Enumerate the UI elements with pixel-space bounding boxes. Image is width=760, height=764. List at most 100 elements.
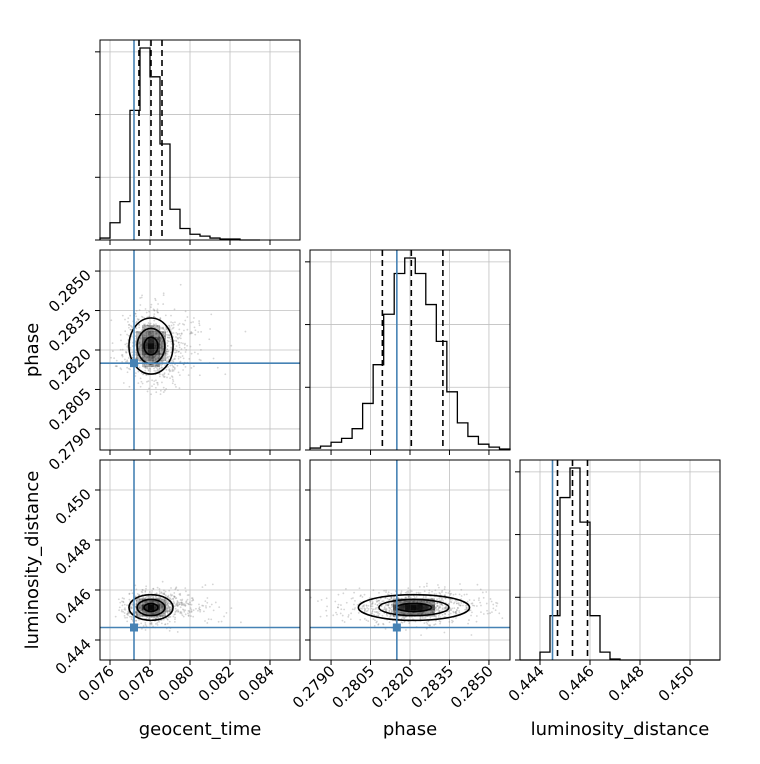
scatter-point	[183, 604, 185, 607]
scatter-point	[177, 589, 179, 592]
x-tick-label: 0.450	[655, 662, 698, 705]
x-axis-label-luminosity-distance: luminosity_distance	[531, 719, 710, 740]
scatter-point	[142, 589, 144, 591]
scatter-point	[126, 345, 129, 348]
scatter-point	[138, 366, 141, 369]
scatter-point	[451, 621, 454, 624]
density-cell	[160, 337, 166, 344]
scatter-point	[144, 629, 147, 631]
scatter-point	[453, 601, 456, 604]
scatter-point	[415, 591, 418, 594]
scatter-point	[166, 618, 169, 620]
scatter-point	[158, 596, 161, 599]
scatter-point	[140, 296, 143, 299]
scatter-point	[160, 347, 163, 350]
scatter-point	[162, 345, 164, 348]
scatter-point	[119, 601, 122, 604]
density-cell	[154, 604, 160, 611]
scatter-point	[160, 345, 163, 348]
scatter-point	[440, 597, 443, 599]
scatter-point	[163, 612, 166, 615]
scatter-point	[173, 595, 176, 598]
scatter-point	[155, 611, 157, 614]
scatter-point	[459, 604, 462, 607]
scatter-point	[174, 597, 177, 600]
scatter-point	[168, 589, 171, 592]
scatter-point	[418, 612, 421, 615]
scatter-point	[375, 600, 378, 603]
scatter-point	[225, 612, 228, 614]
scatter-point	[162, 327, 165, 330]
scatter-point	[145, 585, 148, 588]
scatter-point	[148, 367, 151, 370]
scatter-point	[406, 591, 408, 593]
scatter-point	[431, 590, 433, 593]
scatter-point	[439, 606, 442, 609]
scatter-point	[175, 610, 177, 613]
scatter-point	[129, 314, 132, 317]
scatter-point	[154, 617, 157, 620]
scatter-point	[156, 325, 159, 328]
scatter-point	[138, 605, 141, 608]
scatter-point	[157, 601, 160, 604]
scatter-point	[214, 601, 217, 604]
scatter-point	[336, 613, 338, 616]
scatter-point	[128, 598, 131, 601]
scatter-point	[184, 609, 187, 612]
scatter-point	[134, 312, 137, 315]
scatter-point	[422, 611, 425, 614]
scatter-point	[118, 609, 121, 612]
scatter-point	[149, 322, 152, 325]
scatter-point	[308, 620, 310, 622]
scatter-point	[160, 346, 163, 349]
contour-line	[378, 598, 450, 617]
scatter-point	[159, 603, 162, 606]
scatter-point	[147, 595, 150, 598]
scatter-point	[170, 608, 173, 611]
scatter-point	[485, 591, 488, 593]
scatter-point	[478, 597, 480, 600]
scatter-point	[122, 601, 125, 604]
scatter-point	[145, 625, 148, 628]
scatter-point	[412, 600, 415, 603]
scatter-point	[400, 601, 403, 604]
scatter-point	[155, 332, 158, 335]
scatter-point	[437, 614, 440, 617]
scatter-point	[164, 352, 167, 354]
density-cell	[148, 598, 154, 605]
scatter-point	[401, 621, 404, 624]
scatter-point	[455, 611, 457, 613]
scatter-point	[164, 364, 166, 366]
scatter-point	[436, 604, 439, 607]
scatter-point	[155, 391, 158, 394]
scatter-point	[224, 373, 227, 376]
scatter-point	[161, 343, 163, 346]
scatter-point	[165, 350, 168, 353]
scatter-point	[184, 310, 187, 313]
density-cell	[148, 610, 154, 617]
scatter-point	[161, 349, 163, 352]
scatter-point	[154, 386, 157, 389]
scatter-point	[451, 607, 454, 610]
scatter-point	[147, 595, 150, 598]
scatter-point	[159, 393, 162, 395]
density-cell	[410, 610, 417, 617]
scatter-point	[161, 381, 163, 384]
scatter-point	[144, 611, 147, 613]
scatter-point	[147, 324, 149, 327]
density-cell	[160, 349, 166, 356]
scatter-point	[426, 601, 429, 604]
scatter-point	[201, 604, 204, 607]
scatter-point	[139, 606, 142, 608]
scatter-point	[137, 615, 139, 618]
scatter-point	[136, 614, 138, 617]
scatter-point	[180, 332, 183, 335]
scatter-point	[170, 343, 173, 345]
scatter-point	[162, 292, 165, 295]
scatter-point	[187, 615, 190, 617]
scatter-point	[187, 614, 190, 617]
scatter-point	[174, 613, 177, 616]
scatter-point	[138, 324, 140, 327]
scatter-point	[449, 600, 452, 603]
scatter-point	[130, 615, 133, 618]
